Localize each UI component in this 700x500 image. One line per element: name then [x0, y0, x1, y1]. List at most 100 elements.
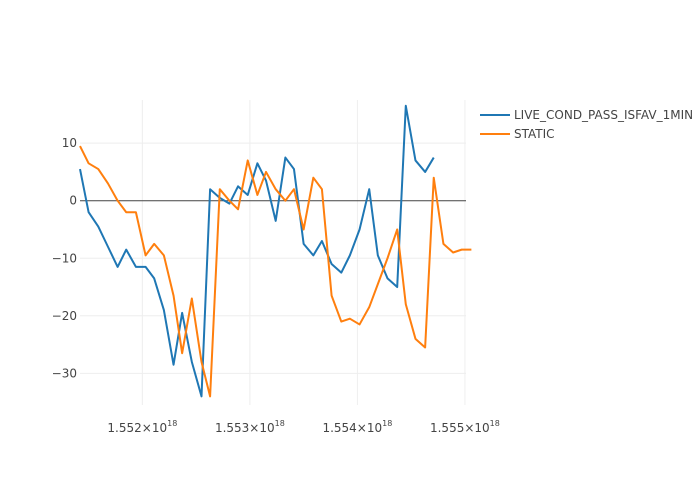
x-tick-exponent: 18 — [167, 419, 177, 428]
legend: LIVE_COND_PASS_ISFAV_1MIN STATIC — [480, 108, 693, 141]
data-point — [154, 243, 155, 244]
x-axis-ticks: 1.552×1018 1.553×1018 1.554×1018 1.555×1018 — [107, 419, 499, 435]
x-tick-exponent: 18 — [490, 419, 500, 428]
data-point — [321, 240, 322, 241]
data-point — [331, 295, 332, 296]
data-point — [443, 243, 444, 244]
data-point — [229, 203, 230, 204]
data-point — [359, 324, 360, 325]
data-point — [173, 364, 174, 365]
data-point — [285, 157, 286, 158]
data-point — [433, 157, 434, 158]
data-point — [471, 249, 472, 250]
series-line-1 — [79, 104, 435, 398]
data-point — [191, 298, 192, 299]
data-point — [275, 189, 276, 190]
data-point — [369, 307, 370, 308]
x-tick-label: 1.555×1018 — [430, 419, 500, 435]
data-point — [425, 171, 426, 172]
data-point — [126, 249, 127, 250]
x-tick-label: 1.554×1018 — [322, 419, 392, 435]
data-point — [126, 212, 127, 213]
x-tick-label: 1.553×1018 — [215, 419, 285, 435]
data-point — [191, 361, 192, 362]
series-lines — [79, 104, 472, 398]
data-point — [303, 229, 304, 230]
data-point — [145, 266, 146, 267]
data-point — [425, 347, 426, 348]
x-tick-exponent: 18 — [382, 419, 392, 428]
data-point — [163, 310, 164, 311]
data-point — [313, 177, 314, 178]
data-point — [229, 200, 230, 201]
data-point — [238, 209, 239, 210]
data-point — [266, 180, 267, 181]
data-point — [210, 396, 211, 397]
legend-label: STATIC — [514, 127, 555, 141]
data-point — [341, 272, 342, 273]
data-point — [107, 246, 108, 247]
x-tick-mantissa: 1.552×10 — [107, 421, 167, 435]
data-point — [359, 229, 360, 230]
data-point — [98, 226, 99, 227]
gridlines — [80, 100, 466, 405]
x-tick-label: 1.552×1018 — [107, 419, 177, 435]
data-point — [182, 312, 183, 313]
y-tick-label: −20 — [52, 309, 77, 323]
x-tick-exponent: 18 — [275, 419, 285, 428]
data-point — [154, 278, 155, 279]
data-point — [349, 318, 350, 319]
data-point — [369, 189, 370, 190]
x-tick-mantissa: 1.553×10 — [215, 421, 275, 435]
data-point — [257, 163, 258, 164]
data-point — [173, 295, 174, 296]
data-point — [247, 160, 248, 161]
data-point — [135, 266, 136, 267]
data-point — [98, 169, 99, 170]
data-point — [210, 189, 211, 190]
data-point — [201, 361, 202, 362]
data-point — [88, 163, 89, 164]
data-point — [219, 189, 220, 190]
data-point — [349, 255, 350, 256]
data-point — [107, 183, 108, 184]
data-point — [377, 255, 378, 256]
data-point — [285, 200, 286, 201]
data-point — [117, 200, 118, 201]
y-tick-label: −30 — [52, 366, 77, 380]
series-line-2 — [79, 145, 472, 398]
data-point — [405, 304, 406, 305]
data-point — [341, 321, 342, 322]
data-point — [387, 278, 388, 279]
data-point — [397, 287, 398, 288]
y-axis-ticks: 10 0 −10 −20 −30 — [52, 136, 77, 380]
data-point — [257, 194, 258, 195]
data-point — [293, 189, 294, 190]
data-point — [201, 396, 202, 397]
y-tick-label: 10 — [62, 136, 77, 150]
data-point — [433, 177, 434, 178]
data-point — [331, 264, 332, 265]
y-tick-label: −10 — [52, 251, 77, 265]
data-point — [313, 255, 314, 256]
data-point — [453, 252, 454, 253]
data-point — [163, 255, 164, 256]
data-point — [321, 189, 322, 190]
data-point — [80, 169, 81, 170]
data-point — [145, 255, 146, 256]
data-point — [182, 353, 183, 354]
data-point — [397, 229, 398, 230]
data-point — [238, 186, 239, 187]
data-point — [415, 338, 416, 339]
data-point — [405, 105, 406, 106]
data-point — [461, 249, 462, 250]
legend-label: LIVE_COND_PASS_ISFAV_1MIN — [514, 108, 693, 122]
data-point — [88, 212, 89, 213]
data-point — [293, 169, 294, 170]
data-point — [377, 284, 378, 285]
data-point — [415, 160, 416, 161]
x-tick-mantissa: 1.554×10 — [322, 421, 382, 435]
data-point — [275, 220, 276, 221]
data-point — [303, 243, 304, 244]
